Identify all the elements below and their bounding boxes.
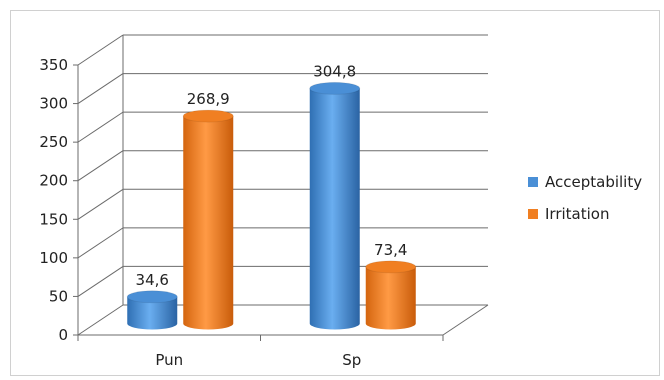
axes (77, 35, 489, 341)
legend: Acceptability Irritation (528, 173, 642, 223)
data-label: 268,9 (187, 90, 230, 108)
grid-lines (77, 34, 488, 336)
y-tick-label: 300 (39, 95, 68, 113)
y-tick-label: 0 (58, 326, 68, 344)
legend-label-acceptability: Acceptability (545, 173, 642, 191)
bar-acceptability-pun (127, 296, 178, 330)
bars (126, 81, 417, 330)
x-axis-categories: Pun Sp (155, 351, 361, 369)
gridline-depth (77, 304, 124, 336)
bar-irritation-pun (183, 116, 234, 330)
bar-irritation-sp (365, 266, 416, 330)
gridline-depth (77, 34, 124, 66)
data-label: 73,4 (374, 241, 407, 259)
bar-top-acceptability-pun (126, 290, 178, 304)
gridline-depth (77, 188, 124, 220)
y-tick-label: 200 (39, 172, 68, 190)
data-label: 34,6 (136, 271, 169, 289)
floor-right-edge (442, 304, 489, 336)
data-label: 304,8 (313, 62, 356, 80)
y-tick-label: 150 (39, 210, 68, 228)
gridline-depth (77, 227, 124, 259)
gridline-depth (77, 266, 124, 297)
gridline-depth (77, 150, 124, 182)
gridline-depth (77, 111, 124, 143)
x-category-label: Sp (342, 351, 361, 369)
bar-top-irritation-sp (365, 260, 417, 274)
x-category-label: Pun (155, 351, 183, 369)
data-labels: 34,6 268,9 304,8 73,4 (136, 62, 408, 288)
bar-top-irritation-pun (182, 109, 234, 123)
y-axis-ticks: 0 50 100 150 200 250 300 350 (39, 56, 78, 344)
legend-swatch-acceptability (528, 177, 538, 187)
gridline-depth (77, 73, 124, 104)
legend-swatch-irritation (528, 209, 538, 219)
y-tick-label: 350 (39, 56, 68, 74)
y-tick-label: 250 (39, 133, 68, 151)
y-tick-label: 50 (49, 287, 68, 305)
legend-label-irritation: Irritation (545, 205, 609, 223)
bar-top-acceptability-sp (309, 81, 361, 95)
y-tick-label: 100 (39, 249, 68, 267)
bar-acceptability-sp (309, 88, 360, 330)
